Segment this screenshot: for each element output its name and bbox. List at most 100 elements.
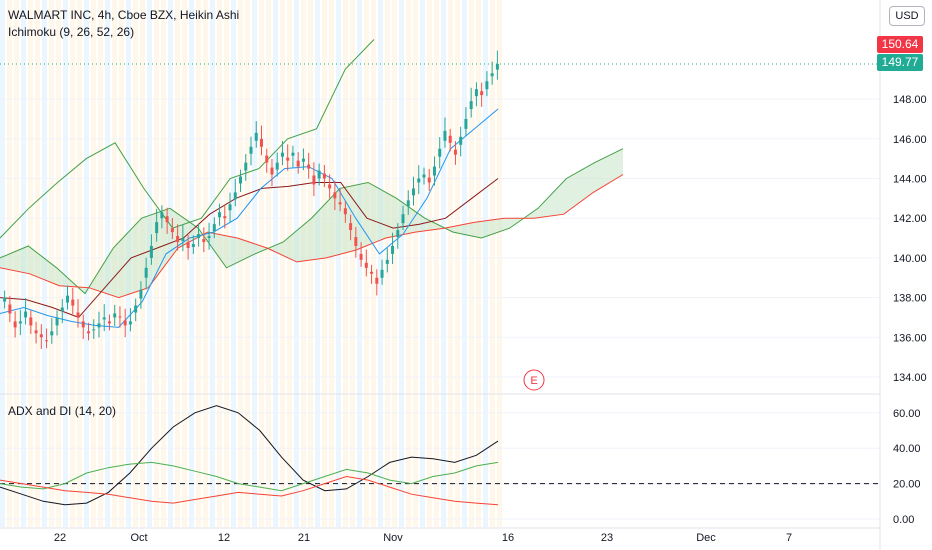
earnings-marker[interactable]: E (523, 369, 545, 391)
session-band (56, 0, 61, 527)
candle-body (24, 311, 28, 318)
session-band (448, 0, 453, 527)
candle-body (422, 174, 426, 178)
candle-body (459, 136, 463, 145)
candle-body (317, 170, 321, 179)
candle-body (244, 162, 248, 171)
candle-body (480, 91, 484, 96)
candle-body (202, 239, 206, 243)
candle-body (165, 216, 169, 223)
candle-body (438, 148, 442, 157)
candle-body (359, 253, 363, 260)
candle-body (354, 237, 358, 246)
session-band (378, 0, 383, 527)
session-band (497, 0, 502, 527)
candle-body (50, 331, 54, 336)
session-band (168, 0, 173, 527)
close-price-tag: 149.77 (877, 54, 923, 71)
session-band (427, 0, 432, 527)
session-band (91, 0, 96, 527)
candle-body (228, 204, 232, 211)
session-band (371, 0, 376, 527)
price-axis[interactable]: 134.00 136.00 138.00 140.00 142.00 144.00 146.… (879, 0, 932, 550)
candle-body (307, 164, 311, 169)
candle-body (485, 81, 489, 90)
currency-button[interactable]: USD (889, 6, 925, 26)
adx-tick-label: 0.00 (893, 514, 914, 526)
session-band (189, 0, 194, 527)
adx-legend[interactable]: ADX and DI (14, 20) (8, 404, 117, 418)
candle-body (3, 297, 7, 302)
candle-body (427, 177, 431, 183)
adx-series-adx (0, 405, 499, 506)
session-band (441, 0, 446, 527)
time-tick-label: 22 (54, 532, 66, 544)
candle-body (139, 289, 143, 299)
session-band (196, 0, 201, 527)
candle-body (176, 236, 180, 243)
adx-series-di (0, 461, 499, 492)
candle-body (401, 214, 405, 224)
session-band (350, 0, 355, 527)
session-band (434, 0, 439, 527)
session-band (245, 0, 250, 527)
session-band (343, 0, 348, 527)
session-band (175, 0, 180, 527)
session-band (455, 0, 460, 527)
time-tick-label: 12 (218, 532, 230, 544)
candle-body (239, 176, 243, 184)
candle-body (55, 317, 59, 326)
candle-body (406, 200, 410, 207)
candle-body (233, 192, 237, 200)
candle-body (254, 132, 258, 141)
last-price-tag: 150.64 (877, 36, 923, 53)
session-band (98, 0, 103, 527)
candle-body (280, 152, 284, 157)
candle-body (223, 216, 227, 219)
session-band (77, 0, 82, 527)
candle-body (191, 244, 195, 247)
session-band (203, 0, 208, 527)
session-band (476, 0, 481, 527)
candle-body (469, 101, 473, 110)
candle-body (275, 162, 279, 170)
session-band (70, 0, 75, 527)
candlestick-series[interactable] (3, 50, 499, 350)
earnings-circle[interactable] (523, 369, 545, 391)
ichimoku-legend[interactable]: Ichimoku (9, 26, 52, 26) (8, 25, 135, 39)
session-band (266, 0, 271, 527)
candle-body (343, 208, 347, 215)
candle-body (107, 321, 111, 324)
candle-body (432, 166, 436, 176)
candle-body (34, 330, 38, 334)
candle-body (118, 316, 122, 318)
session-band (490, 0, 495, 527)
candle-body (453, 149, 457, 155)
candle-body (249, 146, 253, 154)
session-band (336, 0, 341, 527)
candle-body (149, 245, 153, 258)
price-tick-label: 148.00 (893, 94, 927, 106)
time-axis[interactable]: 22 Oct 12 21 Nov 16 23 Dec 7 (0, 527, 880, 544)
session-band (308, 0, 313, 527)
time-tick-label: 16 (502, 532, 514, 544)
session-band (182, 0, 187, 527)
symbol-title[interactable]: WALMART INC, 4h, Cboe BZX, Heikin Ashi (8, 8, 240, 22)
session-band (329, 0, 334, 527)
session-band (322, 0, 327, 527)
earnings-label: E (530, 375, 537, 387)
candle-body (370, 271, 374, 274)
candle-body (296, 160, 300, 167)
candle-body (495, 63, 499, 70)
cloud-fill (0, 148, 623, 298)
candle-body (29, 317, 33, 326)
candle-body (391, 245, 395, 254)
candle-body (448, 135, 452, 143)
candle-body (301, 158, 305, 162)
candle-body (338, 202, 342, 205)
time-tick-label: Nov (383, 532, 403, 544)
candle-body (13, 321, 17, 328)
candle-body (474, 89, 478, 97)
candle-body (71, 299, 75, 306)
